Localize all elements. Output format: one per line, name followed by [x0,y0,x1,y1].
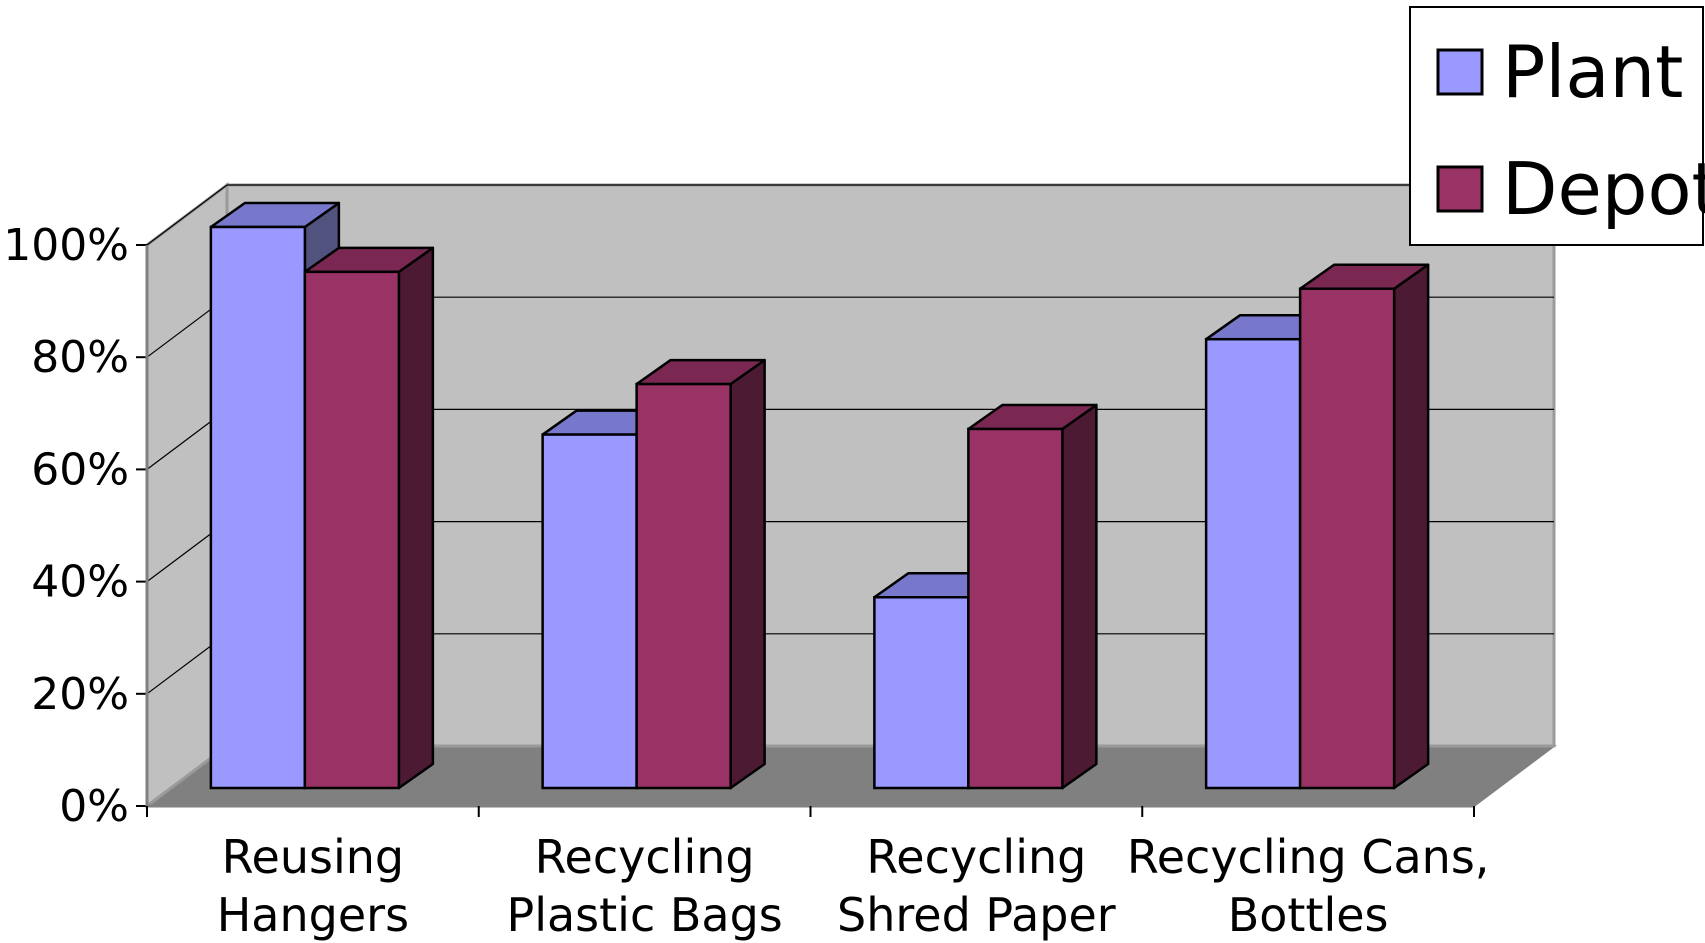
y-tick-label: 20% [31,669,129,720]
legend-label-depot: Depot [1502,147,1705,231]
bar-side-face [397,246,435,790]
bar-depot-2 [967,403,1098,790]
bar-side-face [1061,403,1098,790]
bar-side-face [1392,263,1430,790]
legend-swatch-plant [1436,48,1484,96]
y-tick-label: 60% [31,444,129,495]
x-category-label: Reusing [222,830,404,884]
gridline-diagonal [146,184,228,246]
x-category-label: Recycling [866,830,1086,884]
y-tick-label: 0% [59,781,129,832]
bar-front-face [303,270,401,790]
bar-depot-0 [303,246,435,790]
bar-front-face [209,225,307,790]
bar-front-face [873,596,970,790]
bar-depot-1 [635,358,766,790]
legend-swatch-depot [1436,165,1484,213]
x-category-label: Shred Paper [837,888,1116,942]
legend: Plant Depot [1409,6,1705,246]
bar-front-face [967,427,1064,790]
x-category-label: Plastic Bags [506,888,782,942]
x-category-label: Bottles [1228,888,1389,942]
bar-front-face [1298,287,1396,790]
x-category-label: Hangers [217,888,409,942]
bar-front-face [541,433,638,790]
x-category-label: Recycling [535,830,755,884]
y-tick-label: 80% [31,332,129,383]
legend-label-plant: Plant [1502,30,1683,114]
bar-depot-3 [1298,263,1430,790]
bars [209,201,1430,790]
x-category-label: Recycling Cans, [1127,830,1490,884]
bar-front-face [635,382,732,790]
y-tick-label: 40% [31,557,129,608]
y-tick-label: 100% [3,220,129,271]
bar-side-face [729,358,766,790]
bar-front-face [1204,337,1302,790]
